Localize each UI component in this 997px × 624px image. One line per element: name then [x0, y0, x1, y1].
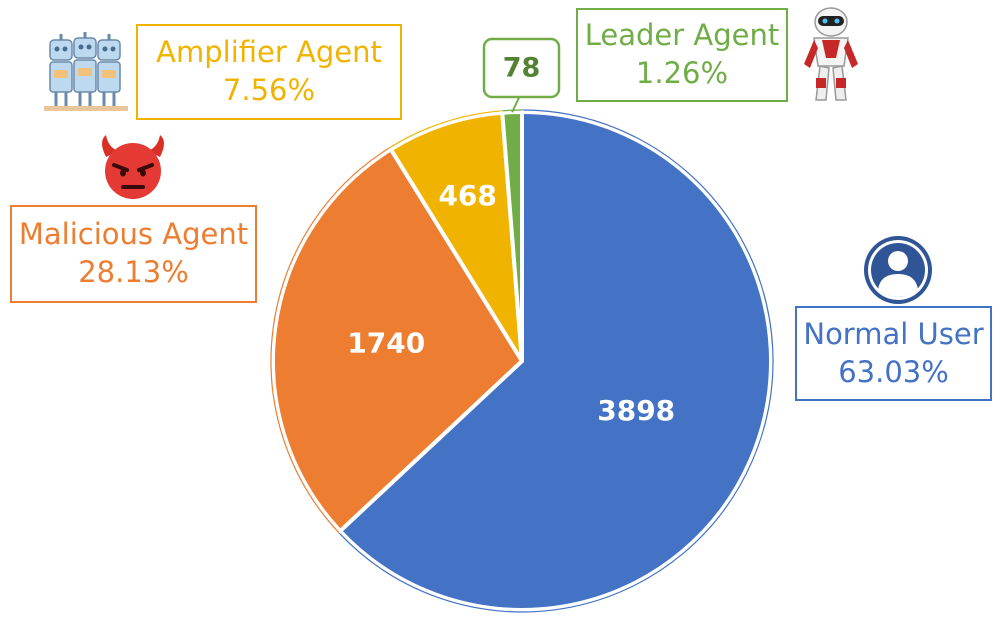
- value-label-malicious-agent: 1740: [347, 326, 425, 359]
- category-label-normal-user: Normal User: [803, 316, 984, 351]
- pie-slice-amplifier-agent: [388, 110, 524, 363]
- label-box-malicious-agent: Malicious Agent 28.13%: [10, 205, 257, 303]
- label-box-normal-user: Normal User 63.03%: [795, 306, 992, 401]
- category-label-leader-agent: Leader Agent: [584, 18, 780, 53]
- pie-slice-rim-amplifier-agent: [389, 110, 503, 149]
- callout-leader-line: [511, 96, 521, 113]
- category-label-malicious-agent: Malicious Agent: [18, 217, 249, 252]
- robot-group-icon: [44, 32, 128, 111]
- callout-box-leader-agent: [482, 37, 561, 99]
- value-label-leader-agent: 78: [503, 53, 541, 84]
- pie-slice-malicious-agent: [271, 147, 524, 534]
- leader-robot-icon: [804, 7, 858, 101]
- devil-face-icon: [102, 135, 164, 199]
- user-avatar-icon: [864, 236, 932, 304]
- percent-label-leader-agent: 1.26%: [635, 56, 729, 90]
- pie-slice-leader-agent: [500, 110, 524, 363]
- label-box-amplifier-agent: Amplifier Agent 7.56%: [136, 24, 402, 120]
- percent-label-amplifier-agent: 7.56%: [222, 73, 316, 107]
- value-label-normal-user: 3898: [597, 394, 675, 427]
- pie-slice-rim-malicious-agent: [270, 147, 391, 533]
- pie-slice-rim-normal-user: [338, 109, 774, 613]
- percent-label-malicious-agent: 28.13%: [78, 255, 189, 289]
- pie-slice-normal-user: [338, 110, 773, 612]
- value-label-amplifier-agent: 468: [438, 179, 496, 212]
- percent-label-normal-user: 63.03%: [838, 354, 949, 389]
- label-box-leader-agent: Leader Agent 1.26%: [576, 8, 788, 102]
- category-label-amplifier-agent: Amplifier Agent: [156, 35, 382, 70]
